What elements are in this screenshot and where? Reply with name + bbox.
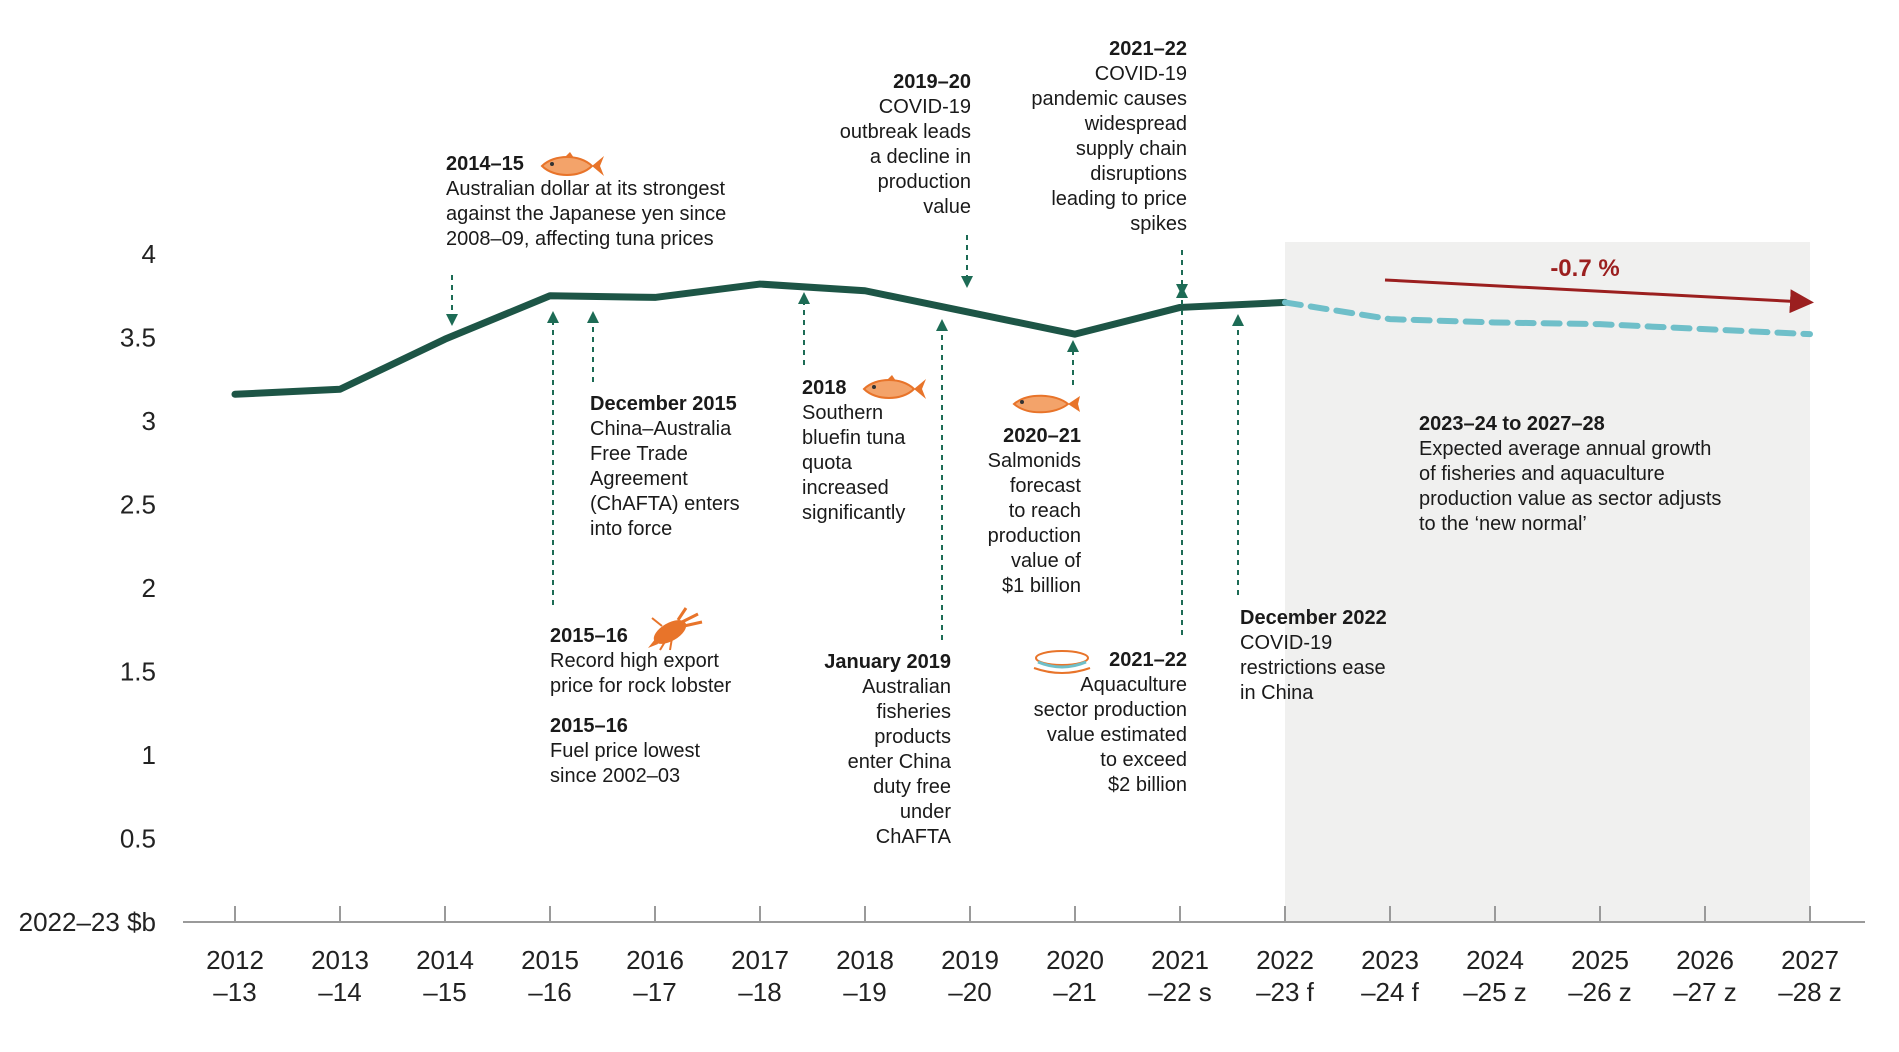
annotation-title: 2015–16 [550, 625, 628, 647]
x-tick-label: –17 [633, 977, 676, 1007]
x-tick-label: 2012 [206, 945, 264, 975]
projection-shading [1285, 242, 1810, 922]
tuna-icon [540, 152, 604, 176]
aquaculture-pen-icon [1033, 650, 1091, 674]
x-tick-label: –25 z [1463, 977, 1527, 1007]
annotation-title: 2020–21 [1003, 425, 1081, 447]
x-tick-label: 2022 [1256, 945, 1314, 975]
x-tick-label: –23 f [1256, 977, 1315, 1007]
annotation-body: Southern bluefin tuna quota increased si… [802, 402, 906, 524]
lobster-icon [648, 607, 703, 651]
annotation-title: December 2015 [590, 393, 737, 415]
x-tick-label: –21 [1053, 977, 1096, 1007]
x-tick-label: –26 z [1568, 977, 1632, 1007]
x-tick-label: 2013 [311, 945, 369, 975]
x-tick-label: 2014 [416, 945, 474, 975]
x-tick-label: 2018 [836, 945, 894, 975]
annotation-2015-16-lobster: 2015–16 Record high export price for roc… [550, 624, 731, 699]
annotation-body: Australian fisheries products enter Chin… [847, 676, 951, 848]
annotation-january-2019: January 2019 Australian fisheries produc… [824, 650, 951, 850]
y-tick-label: 0.5 [120, 824, 156, 854]
y-tick-label: 4 [142, 239, 156, 269]
annotation-title: 2023–24 to 2027–28 [1419, 413, 1605, 435]
trend-label: -0.7 % [1550, 255, 1619, 282]
x-tick-label: 2017 [731, 945, 789, 975]
x-tick-label: –28 z [1778, 977, 1842, 1007]
x-tick-label: 2027 [1781, 945, 1839, 975]
annotation-2020-21: 2020–21 Salmonids forecast to reach prod… [988, 424, 1081, 599]
x-tick-label: –16 [528, 977, 571, 1007]
annotation-body: Record high export price for rock lobste… [550, 650, 732, 697]
x-tick-label: –18 [738, 977, 781, 1007]
series-line-actual [231, 280, 1289, 398]
x-tick-label: –22 s [1148, 977, 1212, 1007]
annotation-title: 2014–15 [446, 153, 524, 175]
annotation-body: COVID-19 outbreak leads a decline in pro… [839, 96, 971, 218]
x-tick-label: –24 f [1361, 977, 1420, 1007]
annotation-body: Expected average annual growth of fisher… [1419, 438, 1722, 535]
y-tick-label: 3.5 [120, 323, 156, 353]
annotation-december-2022: December 2022 COVID-19 restrictions ease… [1240, 606, 1387, 706]
y-tick-label: 1.5 [120, 657, 156, 687]
x-tick-label: 2026 [1676, 945, 1734, 975]
annotation-2015-16-fuel: 2015–16 Fuel price lowest since 2002–03 [550, 714, 700, 789]
x-tick-label: –14 [318, 977, 361, 1007]
x-tick-label: 2023 [1361, 945, 1419, 975]
x-tick-label: 2019 [941, 945, 999, 975]
tuna-icon [862, 375, 926, 399]
annotation-body: COVID-19 restrictions ease in China [1240, 632, 1386, 704]
annotation-2021-22-covid: 2021–22 COVID-19 pandemic causes widespr… [1031, 37, 1187, 237]
x-tick-label: –13 [213, 977, 256, 1007]
annotation-body: Fuel price lowest since 2002–03 [550, 740, 701, 787]
x-tick-label: –27 z [1673, 977, 1737, 1007]
annotation-title: 2021–22 [1109, 649, 1187, 671]
annotation-body: COVID-19 pandemic causes widespread supp… [1031, 63, 1187, 235]
y-tick-label: 2 [142, 573, 156, 603]
annotation-2019-20: 2019–20 COVID-19 outbreak leads a declin… [840, 70, 971, 220]
annotation-title: 2018 [802, 377, 847, 399]
x-tick-label: 2025 [1571, 945, 1629, 975]
x-tick-label: –20 [948, 977, 991, 1007]
annotation-2018: 2018 Southern bluefin tuna quota increas… [802, 376, 905, 526]
annotation-title: December 2022 [1240, 607, 1387, 629]
x-tick-label: 2020 [1046, 945, 1104, 975]
annotation-body: China–Australia Free Trade Agreement (Ch… [590, 418, 740, 540]
trend-arrow [1384, 278, 1814, 314]
annotation-body: Australian dollar at its strongest again… [446, 178, 727, 250]
x-tick-label: 2016 [626, 945, 684, 975]
x-tick-label: 2024 [1466, 945, 1524, 975]
annotation-2014-15: 2014–15 Australian dollar at its stronge… [446, 152, 726, 252]
y-tick-label: 1 [142, 740, 156, 770]
y-tick-label: 2.5 [120, 490, 156, 520]
annotation-body: Salmonids forecast to reach production v… [987, 450, 1081, 597]
annotation-title: January 2019 [824, 651, 951, 673]
annotation-2021-22-aquaculture: 2021–22 Aquaculture sector production va… [1034, 648, 1187, 798]
annotation-december-2015: December 2015 China–Australia Free Trade… [590, 392, 740, 542]
x-tick-label: –15 [423, 977, 466, 1007]
y-axis-label: 2022–23 $b [19, 907, 156, 937]
annotation-body: Aquaculture sector production value esti… [1033, 674, 1187, 796]
x-tick-label: 2015 [521, 945, 579, 975]
y-tick-label: 3 [142, 406, 156, 436]
annotation-title: 2021–22 [1109, 38, 1187, 60]
series-line-forecast [1282, 299, 1813, 338]
annotation-projection: 2023–24 to 2027–28 Expected average annu… [1419, 412, 1721, 537]
salmon-icon [1012, 394, 1080, 414]
x-tick-label: –19 [843, 977, 886, 1007]
annotation-title: 2019–20 [893, 71, 971, 93]
x-tick-label: 2021 [1151, 945, 1209, 975]
annotation-title: 2015–16 [550, 715, 628, 737]
